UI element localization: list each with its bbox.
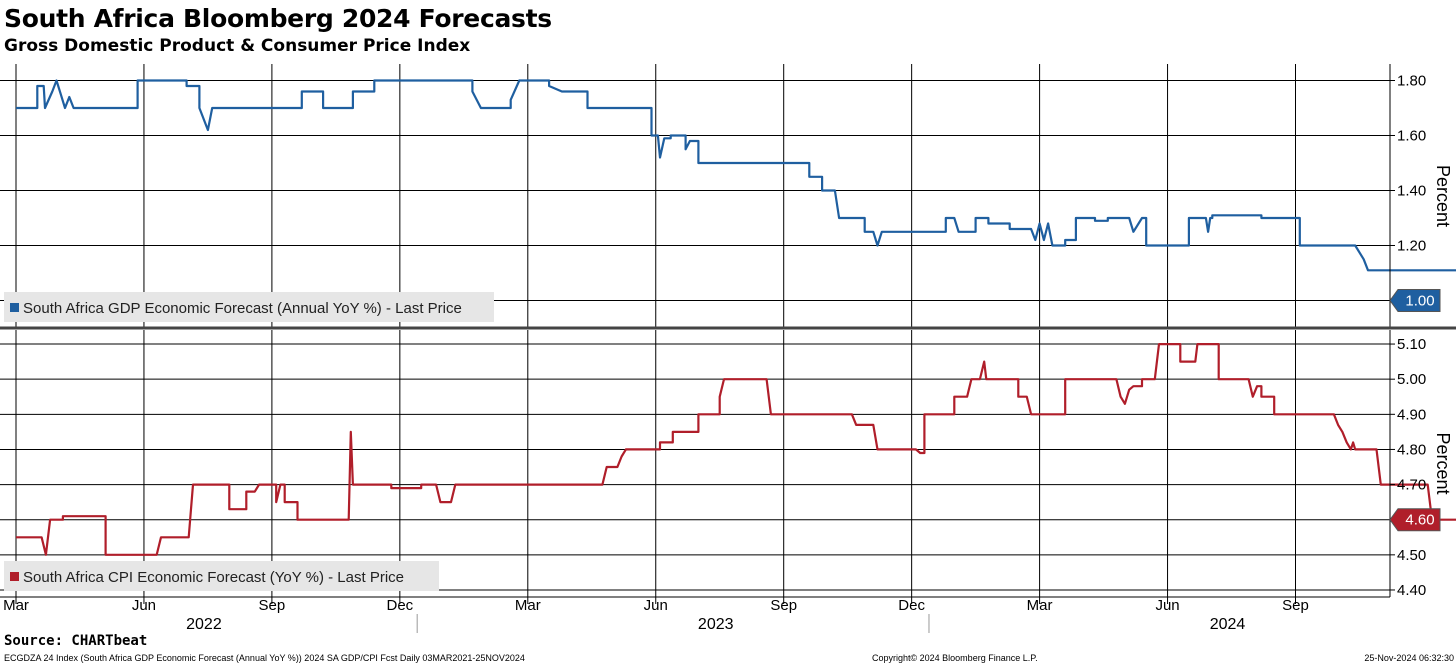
x-month-label: Mar [1027, 597, 1053, 614]
cpi-ytick-label: 4.90 [1397, 406, 1426, 423]
x-month-label: Jun [644, 597, 668, 614]
gdp-legend-box [4, 292, 494, 322]
footer-index-description: ECGDZA 24 Index (South Africa GDP Econom… [4, 653, 525, 663]
cpi-ytick-label: 5.00 [1397, 371, 1426, 388]
cpi-ytick-label: 4.40 [1397, 582, 1426, 599]
footer-timestamp: 25-Nov-2024 06:32:30 [1364, 653, 1454, 663]
footer-copyright: Copyright© 2024 Bloomberg Finance L.P. [872, 653, 1038, 663]
chart-subtitle: Gross Domestic Product & Consumer Price … [4, 36, 471, 56]
cpi-ytick-label: 4.80 [1397, 441, 1426, 458]
x-month-label: Sep [770, 597, 797, 614]
cpi-last-price-tag [1389, 508, 1441, 532]
chart-title: South Africa Bloomberg 2024 Forecasts [4, 4, 552, 33]
gdp-legend-swatch [10, 303, 19, 312]
x-month-label: Sep [1282, 597, 1309, 614]
series-layer [16, 79, 1456, 556]
x-month-label: Dec [898, 597, 925, 614]
cpi-series-line [16, 343, 1456, 556]
x-month-label: Mar [515, 597, 541, 614]
gdp-last-price-tag [1389, 289, 1441, 312]
gdp-legend-label: South Africa GDP Economic Forecast (Annu… [23, 300, 462, 317]
grid-layer [0, 64, 1390, 597]
gdp-y-axis-title: Percent [1433, 165, 1453, 227]
cpi-ytick-label: 4.50 [1397, 547, 1426, 564]
x-year-label: 2023 [698, 616, 734, 633]
x-month-label: Jun [132, 597, 156, 614]
gdp-ytick-label: 1.80 [1397, 73, 1426, 90]
cpi-last-price-label: 4.60 [1405, 512, 1434, 529]
gdp-last-price-label: 1.00 [1405, 293, 1434, 310]
cpi-ytick-label: 4.70 [1397, 477, 1426, 494]
cpi-ytick-label: 5.10 [1397, 336, 1426, 353]
cpi-legend-swatch [10, 572, 19, 581]
x-year-label: 2022 [186, 616, 222, 633]
gdp-ytick-label: 1.20 [1397, 238, 1426, 255]
gdp-series-line [16, 79, 1456, 272]
cpi-legend-box [4, 561, 439, 591]
cpi-y-axis-title: Percent [1433, 432, 1453, 494]
x-month-label: Mar [3, 597, 29, 614]
gdp-ytick-label: 1.60 [1397, 128, 1426, 145]
source-note: Source: CHARTbeat [4, 633, 148, 649]
gdp-ytick-label: 1.40 [1397, 183, 1426, 200]
x-month-label: Jun [1155, 597, 1179, 614]
x-month-label: Dec [387, 597, 414, 614]
cpi-legend-label: South Africa CPI Economic Forecast (YoY … [23, 569, 404, 586]
x-month-label: Sep [259, 597, 286, 614]
x-year-label: 2024 [1210, 616, 1246, 633]
